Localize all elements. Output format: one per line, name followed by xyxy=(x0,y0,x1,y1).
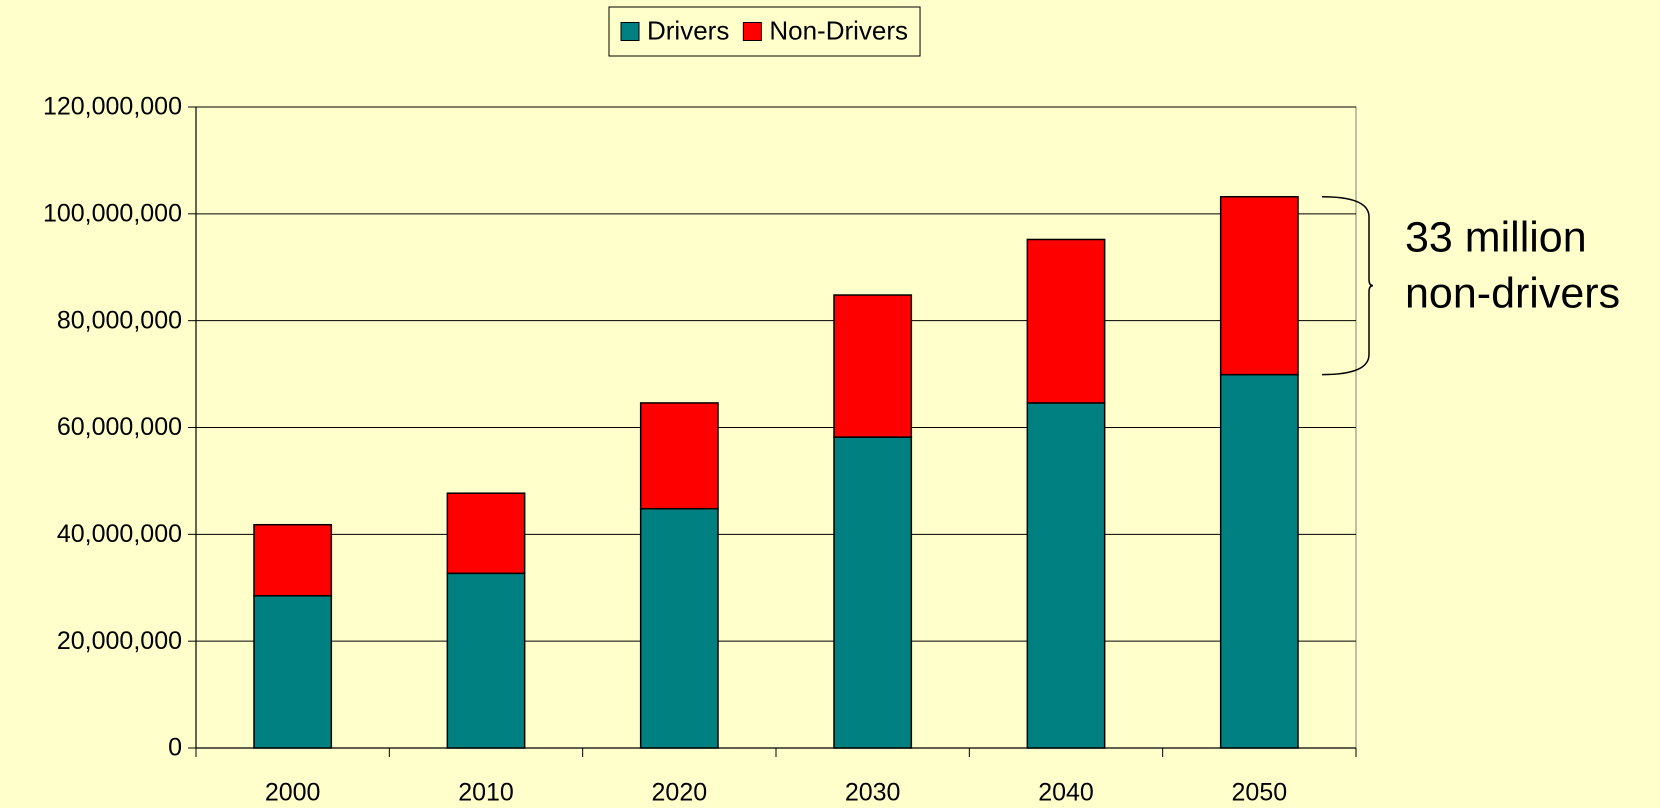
bar-segment xyxy=(1219,195,1299,376)
legend: Drivers Non-Drivers xyxy=(608,6,921,57)
x-tick-label: 2030 xyxy=(845,779,901,807)
bar-segment xyxy=(1026,402,1106,749)
bar-segment xyxy=(833,436,913,749)
bar-segment xyxy=(253,595,333,749)
x-tick-label: 2040 xyxy=(1038,779,1094,807)
bar-segment xyxy=(639,402,719,510)
y-tick-label: 40,000,000 xyxy=(57,520,182,548)
bar-segment xyxy=(833,294,913,438)
x-tick-label: 2050 xyxy=(1232,779,1288,807)
y-tick-label: 120,000,000 xyxy=(43,93,182,121)
y-tick-label: 100,000,000 xyxy=(43,199,182,227)
bar-segment xyxy=(253,523,333,597)
x-tick-label: 2010 xyxy=(458,779,514,807)
annotation: non-drivers xyxy=(1405,269,1620,317)
legend-swatch xyxy=(742,22,762,41)
legend-swatch xyxy=(620,22,640,41)
annotation: 33 million xyxy=(1405,213,1587,261)
y-tick-label: 20,000,000 xyxy=(57,627,182,655)
x-tick-label: 2020 xyxy=(652,779,708,807)
bar-segment xyxy=(446,492,526,575)
bar-segment xyxy=(1219,373,1299,749)
bracket xyxy=(1321,195,1374,376)
y-tick-label: 0 xyxy=(168,734,182,762)
legend-label: Drivers xyxy=(647,15,729,45)
bar-segment xyxy=(446,572,526,749)
bar-segment xyxy=(1026,238,1106,404)
legend-label: Non-Drivers xyxy=(769,15,908,45)
y-tick-label: 80,000,000 xyxy=(57,306,182,334)
bar-segment xyxy=(639,507,719,749)
legend-box xyxy=(608,6,921,57)
x-tick-label: 2000 xyxy=(265,779,321,807)
y-tick-label: 60,000,000 xyxy=(57,413,182,441)
